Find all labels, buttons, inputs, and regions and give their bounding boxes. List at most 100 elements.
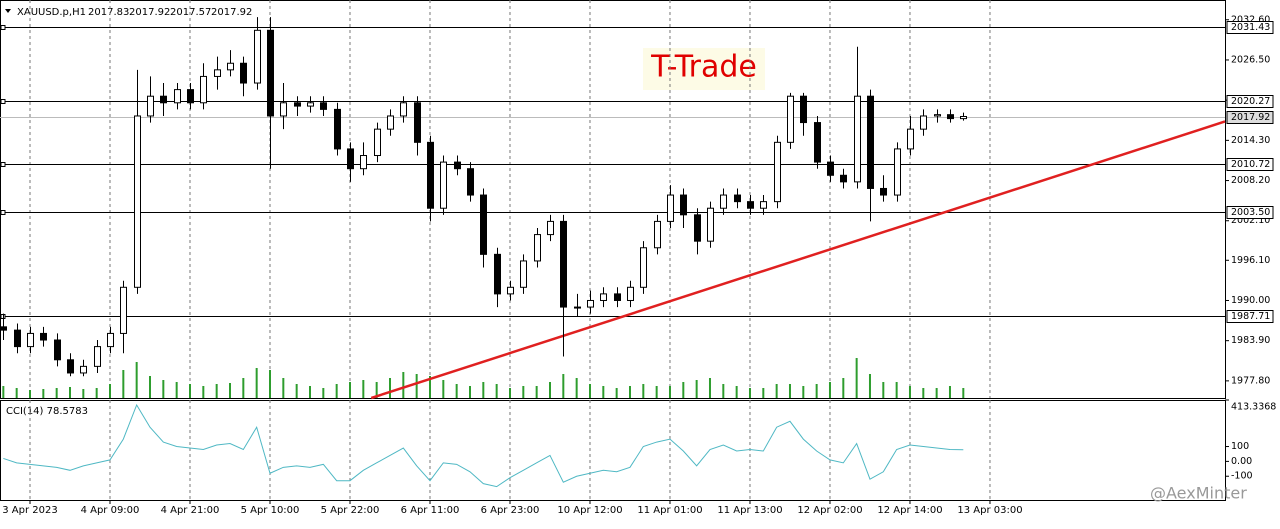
candle-body (467, 168, 474, 196)
level-marker (0, 162, 6, 167)
cci-pane (0, 400, 1226, 501)
candle-body (214, 69, 221, 77)
annotation: T-Trade (650, 50, 757, 85)
candle-body (107, 332, 114, 348)
candle-body (67, 359, 74, 374)
header-value: 2017.92 (129, 7, 170, 18)
candle-body (774, 141, 781, 203)
x-tick-label: 5 Apr 22:00 (321, 505, 380, 516)
candle-body (80, 365, 87, 374)
candle-body (134, 115, 141, 288)
candle-body (720, 194, 727, 209)
x-tick-label: 12 Apr 02:00 (797, 505, 862, 516)
candle-body (427, 141, 434, 209)
y-tick-label: 2002.10 (1231, 215, 1270, 226)
watermark: @AexMinter (1150, 484, 1247, 503)
y-tick-label: 2026.50 (1231, 54, 1270, 65)
level-label: 2003.50 (1231, 207, 1270, 218)
candle-body (587, 299, 594, 308)
symbol: XAUUSD.p,H1 (17, 7, 86, 18)
candle-body (520, 260, 527, 288)
trend-line (370, 120, 1226, 400)
y-tick-label: 1977.80 (1231, 375, 1270, 386)
level-label-box (1226, 310, 1274, 323)
candle-body (294, 102, 301, 107)
candle-body (827, 161, 834, 176)
level-marker (0, 99, 6, 104)
candle-body (480, 194, 487, 255)
candle-body (947, 114, 954, 120)
x-tick-label: 11 Apr 01:00 (637, 505, 702, 516)
x-tick-label: 4 Apr 21:00 (161, 505, 220, 516)
bid-label: 2017.92 (1231, 112, 1270, 123)
candle-body (387, 115, 394, 130)
candle-body (454, 161, 461, 170)
x-tick-label: 11 Apr 13:00 (717, 505, 782, 516)
candle-body (40, 332, 47, 341)
candle-body (27, 332, 34, 348)
candle-body (560, 220, 567, 308)
x-tick-label: 12 Apr 14:00 (877, 505, 942, 516)
y-tick-label: 2032.60 (1231, 14, 1270, 25)
candle-body (347, 148, 354, 170)
candle-body (160, 95, 167, 104)
candle-body (267, 29, 274, 117)
candle-body (187, 89, 194, 104)
candle-body (867, 95, 874, 189)
y-tick-label: 100 (1231, 441, 1249, 452)
candle-body (640, 247, 647, 288)
header-value: 2017.57 (170, 7, 211, 18)
y-tick-label: 2008.20 (1231, 175, 1270, 186)
header-value: 2017.92 (211, 7, 252, 18)
candle-body (880, 187, 887, 196)
candle-body (600, 293, 607, 301)
y-tick-label: 0.00 (1231, 456, 1252, 467)
candle-body (840, 174, 847, 183)
candle-body (814, 122, 821, 163)
main-pane (0, 0, 1226, 399)
candle-body (320, 102, 327, 110)
level-label: 1987.71 (1231, 311, 1270, 322)
y-tick-label: 1996.10 (1231, 255, 1270, 266)
level-label-box (1226, 206, 1274, 219)
level-marker (0, 25, 6, 30)
candle-body (854, 95, 861, 183)
x-tick-label: 6 Apr 11:00 (401, 505, 460, 516)
candle-body (934, 114, 941, 117)
candle-body (94, 346, 101, 367)
candle-body (240, 62, 247, 84)
menu-arrow (5, 9, 11, 13)
candle-body (534, 234, 541, 262)
candle-body (614, 293, 621, 301)
candle-body (147, 95, 154, 117)
level-label: 2031.43 (1231, 22, 1270, 33)
candle-body (920, 115, 927, 130)
candle-body (494, 253, 501, 295)
candle-body (547, 220, 554, 236)
level-label: 2020.27 (1231, 96, 1270, 107)
y-tick-label: 413.3368 (1231, 402, 1276, 413)
level-label-box (1226, 158, 1274, 171)
level-label-box (1226, 21, 1274, 34)
level-label: 2010.72 (1231, 159, 1270, 170)
candle-body (54, 339, 61, 361)
candle-body (400, 102, 407, 117)
x-tick-label: 4 Apr 09:00 (81, 505, 140, 516)
header-value: 2017.83 (88, 7, 129, 18)
candle-body (760, 201, 767, 209)
candle-body (507, 286, 514, 295)
x-tick-label: 6 Apr 23:00 (481, 505, 540, 516)
y-tick-label: 1983.90 (1231, 335, 1270, 346)
x-tick-label: 10 Apr 12:00 (557, 505, 622, 516)
candle-body (907, 128, 914, 150)
annotation-bg (643, 48, 765, 90)
candle-body (14, 329, 21, 348)
candle-body (680, 194, 687, 216)
candle-body (360, 155, 367, 170)
candle-body (667, 194, 674, 222)
y-tick-label: 1990.00 (1231, 295, 1270, 306)
candle-body (894, 148, 901, 196)
candle-body (747, 201, 754, 209)
cci-title: CCI(14) 78.5783 (6, 406, 88, 417)
candle-body (227, 62, 234, 71)
